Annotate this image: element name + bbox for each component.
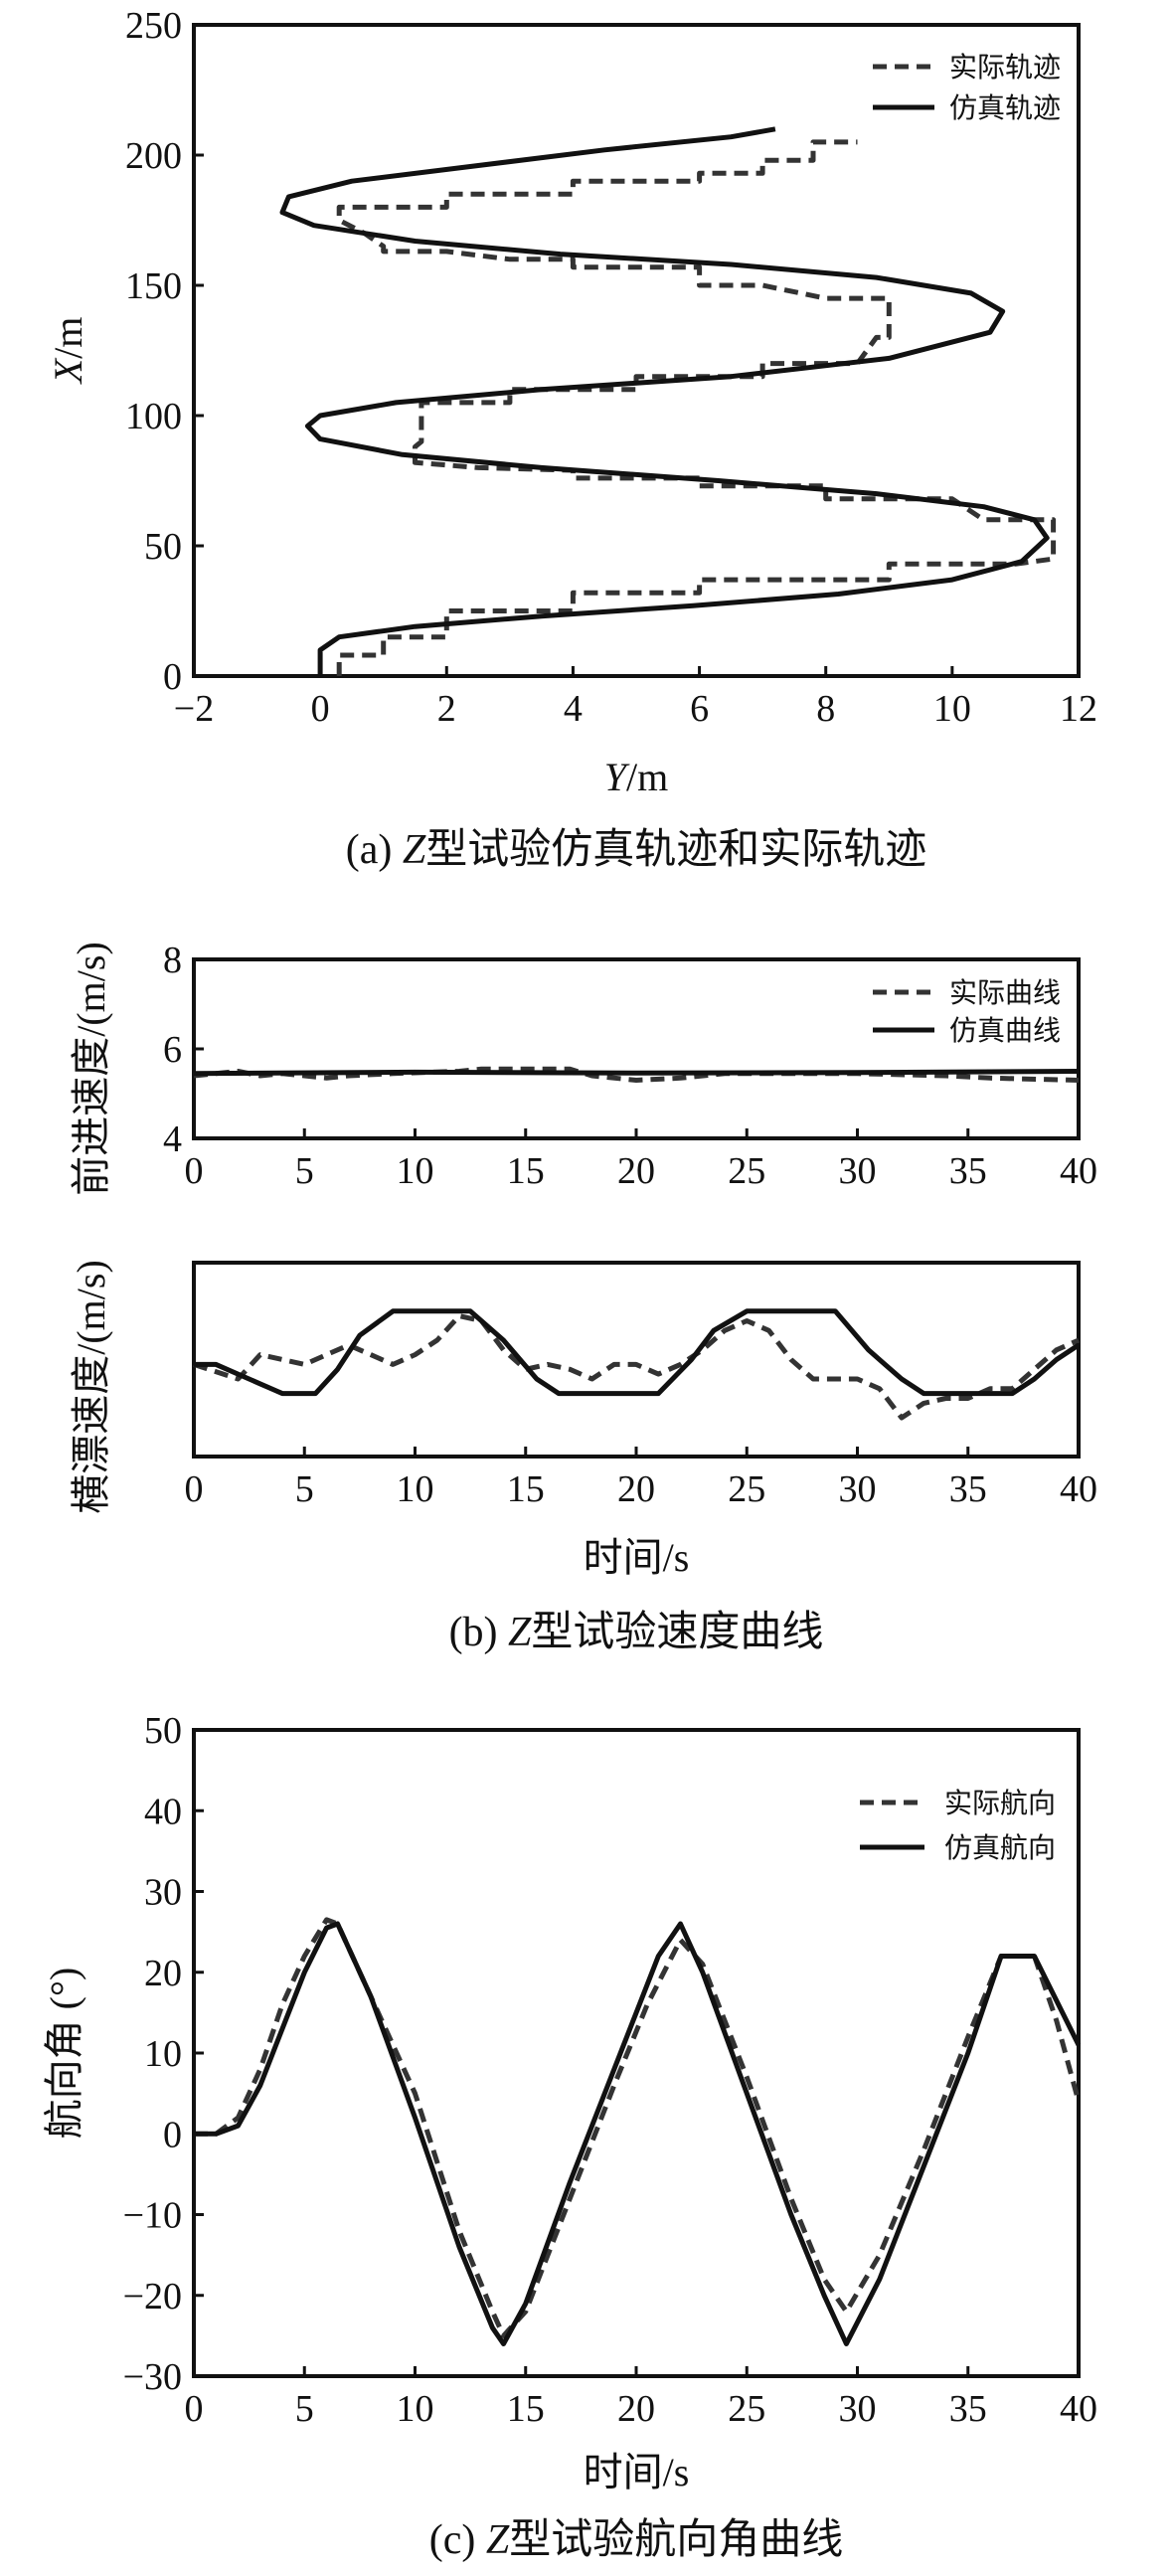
chart-a-series-simulated-line bbox=[279, 126, 1050, 676]
chart-b-top-ytick-label: 4 bbox=[163, 1118, 182, 1160]
chart-b-bottom-xtick-label: 35 bbox=[949, 1468, 987, 1510]
chart-a-legend: 实际轨迹 仿真轨迹 bbox=[873, 51, 1061, 124]
chart-b-top-xtick-label: 35 bbox=[949, 1150, 987, 1192]
chart-a-xtick-label: 10 bbox=[933, 688, 971, 730]
chart-b-top-xtick-label: 15 bbox=[507, 1150, 545, 1192]
chart-c-caption: (c) Z型试验航向角曲线 bbox=[429, 2516, 844, 2563]
chart-b-top-xtick-label: 5 bbox=[295, 1150, 314, 1192]
chart-c-ytick-label: 10 bbox=[144, 2033, 182, 2075]
chart-c-xtick-label: 35 bbox=[949, 2388, 987, 2430]
chart-b-bottom-xtick-label: 15 bbox=[507, 1468, 545, 1510]
chart-c-ticks: 0 5 10 15 20 25 30 35 40 −30 −20 −10 0 10 20 30 40 50 bbox=[123, 1710, 1097, 2430]
chart-b-top-xtick-label: 25 bbox=[728, 1150, 765, 1192]
chart-b-bottom-series bbox=[193, 1308, 1081, 1421]
chart-b-bottom-xtick-label: 5 bbox=[295, 1468, 314, 1510]
chart-c-heading: 0 5 10 15 20 25 30 35 40 −30 −20 −10 0 10 20 30 40 50 实际航… bbox=[42, 1710, 1097, 2563]
chart-b-bottom-plot-area bbox=[192, 1261, 1081, 1459]
chart-b-xlabel: 时间/s bbox=[584, 1535, 690, 1580]
chart-c-xtick-label: 15 bbox=[507, 2388, 545, 2430]
chart-a-ytick-label: 0 bbox=[163, 656, 182, 698]
chart-a-xtick-label: −2 bbox=[174, 688, 214, 730]
chart-c-xtick-label: 5 bbox=[295, 2388, 314, 2430]
chart-a-series-actual-line bbox=[336, 139, 1057, 676]
chart-a-ylabel: X/m bbox=[46, 317, 90, 386]
chart-c-series-simulated-line bbox=[194, 1921, 1082, 2346]
chart-c-xtick-label: 0 bbox=[185, 2388, 204, 2430]
chart-c-xtick-label: 20 bbox=[617, 2388, 655, 2430]
chart-b-top-xtick-label: 40 bbox=[1060, 1150, 1097, 1192]
chart-a-series bbox=[279, 126, 1057, 676]
chart-c-ytick-label: 30 bbox=[144, 1872, 182, 1914]
legend-a-actual-label: 实际轨迹 bbox=[949, 51, 1061, 84]
chart-b-caption: (b) Z型试验速度曲线 bbox=[449, 1609, 824, 1655]
chart-b-bottom-series-actual-line bbox=[193, 1313, 1081, 1421]
chart-b-top-xtick-label: 0 bbox=[185, 1150, 204, 1192]
chart-c-xtick-label: 30 bbox=[839, 2388, 877, 2430]
chart-b-top-series-simulated-line bbox=[193, 1069, 1080, 1077]
chart-b-top-plot-area bbox=[192, 957, 1081, 1140]
chart-c-xlabel: 时间/s bbox=[584, 2450, 690, 2494]
chart-c-ytick-label: 20 bbox=[144, 1953, 182, 1994]
legend-c-actual-label: 实际航向 bbox=[944, 1787, 1056, 1819]
chart-b-top-series bbox=[193, 1066, 1080, 1083]
chart-a-xtick-label: 4 bbox=[564, 688, 583, 730]
chart-c-xtick-label: 25 bbox=[728, 2388, 765, 2430]
chart-b-legend: 实际曲线 仿真曲线 bbox=[873, 976, 1061, 1047]
chart-b-top-xtick-label: 10 bbox=[397, 1150, 434, 1192]
chart-b-top-ytick-label: 8 bbox=[163, 940, 182, 981]
legend-b-actual-label: 实际曲线 bbox=[949, 976, 1061, 1009]
chart-b-bottom-ticks: 0 5 10 15 20 25 30 35 40 bbox=[185, 1447, 1097, 1510]
chart-b-bottom-xtick-label: 30 bbox=[839, 1468, 877, 1510]
chart-c-legend: 实际航向 仿真航向 bbox=[860, 1787, 1056, 1864]
chart-b-bottom-xtick-label: 20 bbox=[617, 1468, 655, 1510]
chart-c-ytick-label: −10 bbox=[123, 2195, 182, 2237]
chart-b-bottom-series-simulated-line bbox=[194, 1308, 1081, 1397]
chart-b-top-xtick-label: 30 bbox=[839, 1150, 877, 1192]
chart-a-xtick-label: 8 bbox=[816, 688, 835, 730]
legend-c-sim-label: 仿真航向 bbox=[944, 1831, 1056, 1864]
chart-a-xlabel: Y/m bbox=[604, 755, 668, 799]
chart-c-plot-area bbox=[192, 1728, 1081, 2378]
chart-a-ytick-label: 200 bbox=[125, 135, 182, 177]
chart-c-series bbox=[194, 1917, 1082, 2346]
chart-a-ytick-label: 50 bbox=[144, 526, 182, 568]
chart-b-bottom-xtick-label: 25 bbox=[728, 1468, 765, 1510]
chart-c-ytick-label: −30 bbox=[123, 2356, 182, 2398]
chart-c-ytick-label: −20 bbox=[123, 2276, 182, 2318]
chart-c-series-actual-line bbox=[194, 1917, 1082, 2338]
chart-a-ytick-label: 250 bbox=[125, 5, 182, 47]
chart-b-bottom-ylabel: 横漂速度/(m/s) bbox=[69, 1260, 113, 1514]
chart-c-xtick-label: 40 bbox=[1060, 2388, 1097, 2430]
chart-c-ytick-label: 40 bbox=[144, 1791, 182, 1832]
chart-b-bottom-xtick-label: 40 bbox=[1060, 1468, 1097, 1510]
legend-b-sim-label: 仿真曲线 bbox=[949, 1014, 1061, 1047]
chart-c-ylabel: 航向角 (°) bbox=[42, 1968, 86, 2140]
chart-a-xtick-label: 12 bbox=[1060, 688, 1097, 730]
chart-b-top-xtick-label: 20 bbox=[617, 1150, 655, 1192]
chart-c-ytick-label: 0 bbox=[163, 2114, 182, 2155]
chart-c-xtick-label: 10 bbox=[397, 2388, 434, 2430]
chart-b-speed: 0 5 10 15 20 25 30 35 40 4 6 8 实际曲线 仿真曲线 前进速度/(m/s)… bbox=[69, 940, 1097, 1655]
chart-a-caption: (a) Z型试验仿真轨迹和实际轨迹 bbox=[346, 826, 927, 873]
chart-b-top-ytick-label: 6 bbox=[163, 1029, 182, 1071]
chart-a-ytick-label: 100 bbox=[125, 396, 182, 437]
chart-a-xtick-label: 0 bbox=[311, 688, 330, 730]
chart-b-bottom-xtick-label: 10 bbox=[397, 1468, 434, 1510]
chart-c-ytick-label: 50 bbox=[144, 1710, 182, 1752]
chart-b-top-ylabel: 前进速度/(m/s) bbox=[69, 942, 113, 1196]
legend-a-sim-label: 仿真轨迹 bbox=[949, 91, 1061, 124]
chart-a-plot-area bbox=[192, 23, 1081, 678]
chart-b-bottom-xtick-label: 0 bbox=[185, 1468, 204, 1510]
chart-a-xtick-label: 2 bbox=[437, 688, 456, 730]
chart-a-xtick-label: 6 bbox=[690, 688, 709, 730]
chart-b-top-ticks: 0 5 10 15 20 25 30 35 40 4 6 8 bbox=[163, 940, 1097, 1192]
chart-a-ytick-label: 150 bbox=[125, 265, 182, 307]
